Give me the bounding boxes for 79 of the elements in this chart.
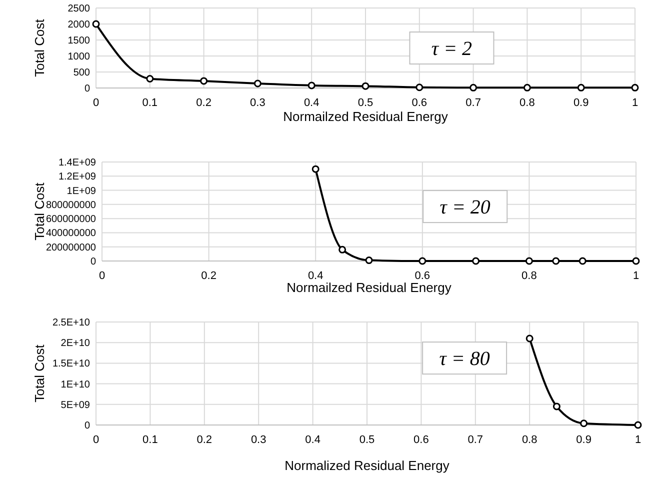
x-tick-label: 0.3: [250, 434, 266, 446]
point: [418, 257, 426, 265]
point: [254, 80, 262, 88]
annotation: τ = 20: [440, 196, 490, 219]
point: [631, 84, 639, 92]
x-tick-label: 1: [632, 97, 638, 109]
x-tick-label: 0.6: [414, 270, 430, 282]
x-tick-label: 0.4: [305, 434, 320, 446]
point: [526, 334, 534, 342]
point: [312, 165, 320, 173]
x-tick-label: 0.2: [201, 270, 216, 282]
y-tick-label: 2E+10: [60, 338, 90, 350]
point: [308, 82, 316, 90]
x-tick-label: 0: [98, 270, 106, 282]
x-tick-label: 0.4: [308, 270, 324, 282]
y-tick-label: 0: [84, 84, 90, 94]
x-tick-label: 0.6: [414, 434, 429, 446]
y-axis-title: Total Cost: [32, 182, 47, 240]
x-tick-label: 0.7: [466, 97, 481, 109]
point: [416, 84, 424, 92]
point: [92, 20, 100, 28]
point: [470, 84, 478, 92]
y-tick-label: 1.4E+09: [58, 158, 96, 168]
y-tick-label: 1.2E+09: [58, 172, 96, 183]
y-axis-title: Total Cost: [32, 18, 47, 77]
x-tick-label: 0.5: [358, 97, 374, 109]
x-tick-label: 0.8: [522, 270, 537, 282]
x-tick-label: 0.8: [520, 97, 535, 109]
x-tick-label: 0.4: [304, 97, 320, 109]
point: [525, 257, 533, 265]
y-tick-label: 600000000: [46, 214, 96, 226]
y-tick-label: 0: [84, 420, 90, 432]
x-tick-label: 0.1: [142, 434, 158, 446]
y-tick-label: 1000: [68, 52, 90, 62]
point: [634, 421, 642, 429]
x-tick-label: 0.9: [573, 97, 589, 109]
x-tick-label: 0.3: [250, 97, 266, 109]
x-tick-label: 0.2: [196, 97, 212, 109]
y-tick-label: 0: [90, 256, 96, 268]
x-axis-title: Normailzed Residual Energy: [283, 109, 448, 124]
y-tick-label: 1.5E+10: [52, 358, 90, 370]
x-tick-label: 0.6: [412, 97, 428, 109]
y-tick-label: 400000000: [46, 228, 96, 240]
y-tick-label: 5E+09: [60, 400, 90, 411]
x-tick-label: 0.7: [468, 434, 484, 446]
point: [552, 257, 560, 265]
point: [632, 257, 640, 265]
y-tick-label: 1E+10: [60, 379, 90, 390]
y-tick-label: 200000000: [46, 242, 96, 254]
point: [580, 420, 588, 428]
y-axis-title: Total Cost: [32, 344, 47, 402]
point: [362, 82, 370, 90]
point: [552, 402, 560, 410]
point: [200, 77, 208, 85]
point: [338, 246, 346, 254]
annotation: τ = 80: [439, 348, 490, 370]
y-tick-label: 1500: [68, 36, 90, 46]
point: [472, 257, 480, 265]
x-tick-label: 1: [634, 434, 642, 446]
point: [577, 84, 585, 92]
y-tick-label: 2000: [68, 20, 90, 30]
y-tick-label: 1E+09: [66, 186, 96, 197]
annotation: τ = 2: [431, 38, 472, 60]
point: [523, 84, 531, 92]
point: [146, 74, 154, 82]
y-tick-label: 2.5E+10: [52, 318, 90, 328]
y-tick-label: 800000000: [46, 200, 96, 211]
point: [578, 257, 586, 265]
x-tick-label: 0.9: [576, 434, 592, 446]
x-tick-label: 0.1: [142, 97, 158, 109]
y-tick-label: 2500: [68, 4, 90, 14]
x-tick-label: 0.8: [522, 434, 538, 446]
x-tick-label: 0.5: [359, 434, 375, 446]
point: [365, 256, 373, 264]
x-axis-title: Normailzed Residual Energy: [286, 280, 452, 295]
x-tick-label: 0.2: [196, 434, 212, 446]
x-tick-label: 1: [632, 270, 640, 282]
y-tick-label: 500: [73, 68, 90, 78]
x-axis-title: Normalized Residual Energy: [284, 458, 450, 473]
